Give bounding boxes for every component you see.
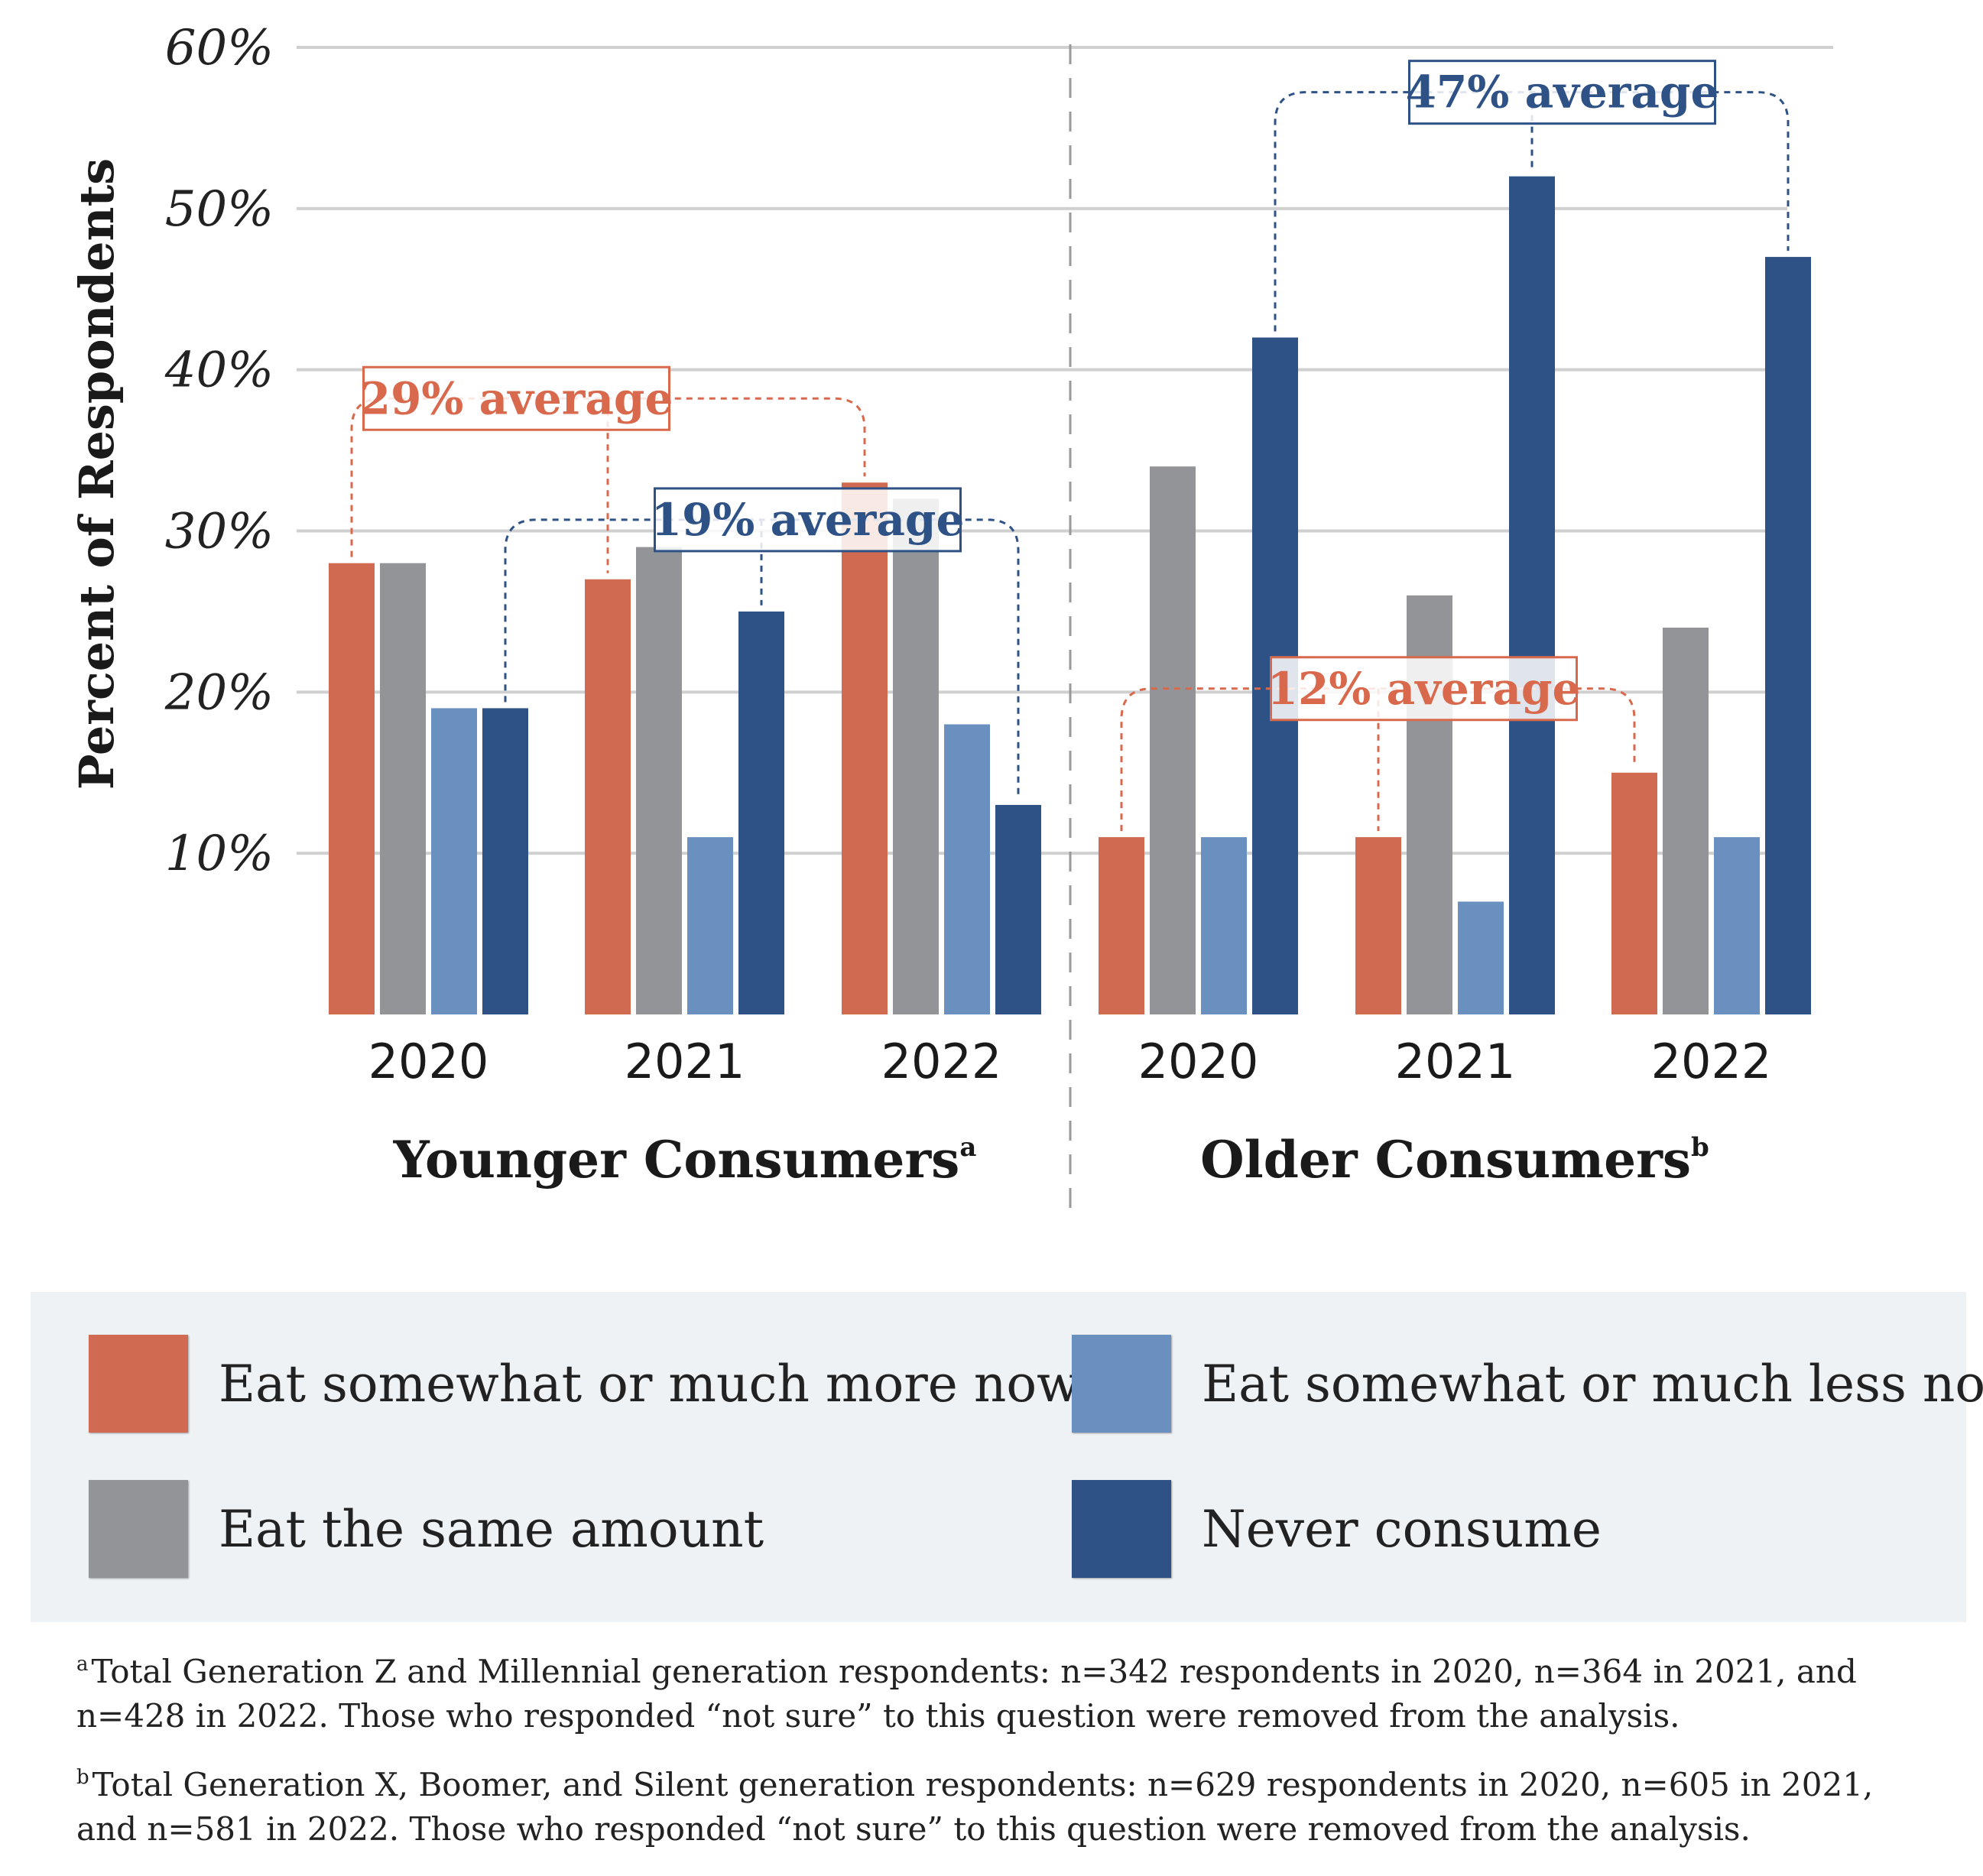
bar-more (1611, 772, 1657, 1014)
x-tick-label: 2020 (368, 1034, 489, 1089)
average-label: 47% average (1406, 67, 1719, 118)
legend-item-never: Never consume (1072, 1480, 1602, 1578)
bar-less (1458, 901, 1504, 1014)
footnotes: aTotal Generation Z and Millennial gener… (76, 1642, 1926, 1868)
bar-same (636, 547, 682, 1014)
y-tick-label: 30% (165, 504, 274, 560)
bar-more (842, 482, 888, 1014)
average-label: 12% average (1267, 663, 1581, 715)
bar-less (1201, 837, 1247, 1014)
bar-never (738, 611, 784, 1014)
average-label: 19% average (651, 494, 965, 546)
bar-never (995, 804, 1041, 1014)
legend-item-same: Eat the same amount (89, 1480, 764, 1578)
x-tick-label: 2022 (881, 1034, 1002, 1089)
average-box (654, 487, 962, 553)
legend-item-less: Eat somewhat or much less now (1072, 1335, 1983, 1433)
legend-item-more: Eat somewhat or much more now (89, 1335, 1080, 1433)
bar-never (482, 708, 528, 1014)
x-tick-label: 2021 (625, 1034, 745, 1089)
bar-less (944, 724, 990, 1014)
legend: Eat somewhat or much more now Eat somewh… (31, 1292, 1983, 1622)
average-box (1270, 656, 1578, 722)
bar-same (893, 498, 939, 1014)
bar-more (329, 563, 375, 1014)
bar-less (431, 708, 477, 1014)
x-tick-label: 2020 (1138, 1034, 1259, 1089)
bar-same (1150, 466, 1196, 1014)
legend-swatch-same (89, 1480, 188, 1578)
bar-never (1765, 257, 1811, 1014)
group-label: Older Consumersb (1200, 1130, 1709, 1190)
y-tick-label: 20% (164, 664, 274, 721)
footnote-a: aTotal Generation Z and Millennial gener… (76, 1642, 1926, 1738)
y-tick-label: 40% (164, 342, 274, 399)
average-box (362, 365, 670, 431)
legend-swatch-never (1072, 1480, 1171, 1578)
y-tick-label: 10% (165, 826, 274, 882)
legend-label-never: Never consume (1202, 1499, 1602, 1559)
bar-less (1714, 837, 1760, 1014)
footnote-text-a: Total Generation Z and Millennial genera… (76, 1653, 1857, 1735)
legend-label-same: Eat the same amount (219, 1499, 764, 1559)
x-tick-label: 2022 (1651, 1034, 1772, 1089)
y-axis-label: Percent of Respondents (69, 158, 125, 790)
bar-never (1509, 176, 1555, 1015)
bar-more (585, 579, 631, 1014)
footnote-mark-b: b (76, 1766, 89, 1789)
footnote-b: bTotal Generation X, Boomer, and Silent … (76, 1755, 1926, 1852)
legend-label-more: Eat somewhat or much more now (219, 1354, 1080, 1413)
x-tick-label: 2021 (1395, 1034, 1516, 1089)
group-label: Younger Consumersa (393, 1130, 977, 1190)
bar-more (1355, 837, 1401, 1014)
y-tick-label: 50% (165, 181, 274, 238)
legend-label-less: Eat somewhat or much less now (1202, 1354, 1983, 1413)
bar-more (1099, 837, 1144, 1014)
footnote-mark-a: a (76, 1653, 89, 1676)
footnote-text-b: Total Generation X, Boomer, and Silent g… (76, 1766, 1874, 1848)
bar-less (687, 837, 733, 1014)
bar-chart: 10% 20% 30% 40% 50% 60% Percent of Respondents… (69, 20, 1833, 1208)
bar-same (380, 563, 426, 1014)
average-label: 29% average (360, 372, 673, 424)
y-tick-label: 60% (165, 20, 274, 76)
legend-swatch-less (1072, 1335, 1171, 1433)
legend-swatch-more (89, 1335, 188, 1433)
average-box (1408, 60, 1716, 125)
bar-same (1663, 628, 1709, 1014)
